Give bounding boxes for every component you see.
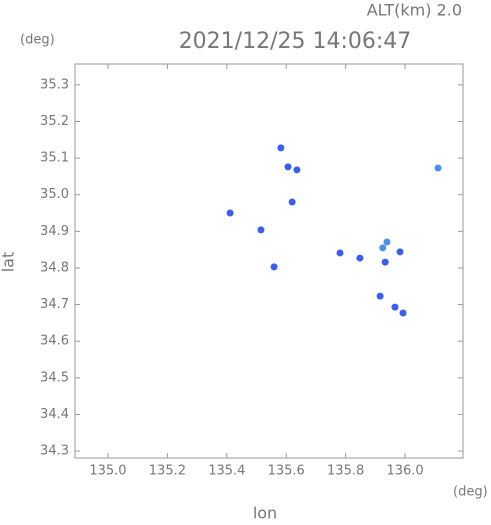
echo: [284, 163, 292, 171]
x-tick-label: 135.0: [89, 464, 126, 479]
y-tick-label: 34.7: [40, 297, 69, 312]
x-tick-label: 135.8: [327, 464, 364, 479]
echo: [293, 166, 301, 174]
echo: [379, 244, 387, 252]
y-tick-label: 34.5: [40, 370, 69, 385]
echo: [376, 292, 384, 300]
chart-title: 2021/12/25 14:06:47: [179, 29, 412, 54]
echo: [383, 238, 391, 246]
y-tick-label: 34.4: [40, 407, 69, 422]
y-tick-label: 35.1: [40, 151, 69, 166]
y-tick-label: 35.3: [40, 77, 69, 92]
echo: [396, 248, 404, 256]
echo: [391, 303, 399, 311]
echo: [356, 254, 364, 262]
x-unit: (deg): [453, 485, 488, 500]
y-tick-label: 34.9: [40, 224, 69, 239]
altitude-label: ALT(km) 2.0: [367, 1, 462, 20]
echo: [257, 226, 265, 234]
x-tick-label: 135.4: [208, 464, 245, 479]
echo: [226, 209, 234, 217]
x-tick-label: 135.6: [268, 464, 305, 479]
y-tick-label: 35.2: [40, 114, 69, 129]
y-unit: (deg): [20, 33, 55, 48]
echo: [399, 309, 407, 317]
y-tick-label: 35.0: [40, 187, 69, 202]
echo: [270, 263, 278, 271]
echo: [277, 144, 285, 152]
x-tick-label: 135.2: [149, 464, 186, 479]
y-tick-label: 34.6: [40, 334, 69, 349]
y-tick-label: 34.3: [40, 444, 69, 459]
echo: [434, 164, 442, 172]
plot-frame: [74, 63, 464, 459]
y-tick-label: 34.8: [40, 260, 69, 275]
x-axis-label: lon: [253, 504, 277, 522]
echo: [288, 198, 296, 206]
echo: [381, 258, 389, 266]
echo: [336, 249, 344, 257]
y-axis-label: lat: [0, 252, 18, 273]
x-tick-label: 136.0: [386, 464, 423, 479]
